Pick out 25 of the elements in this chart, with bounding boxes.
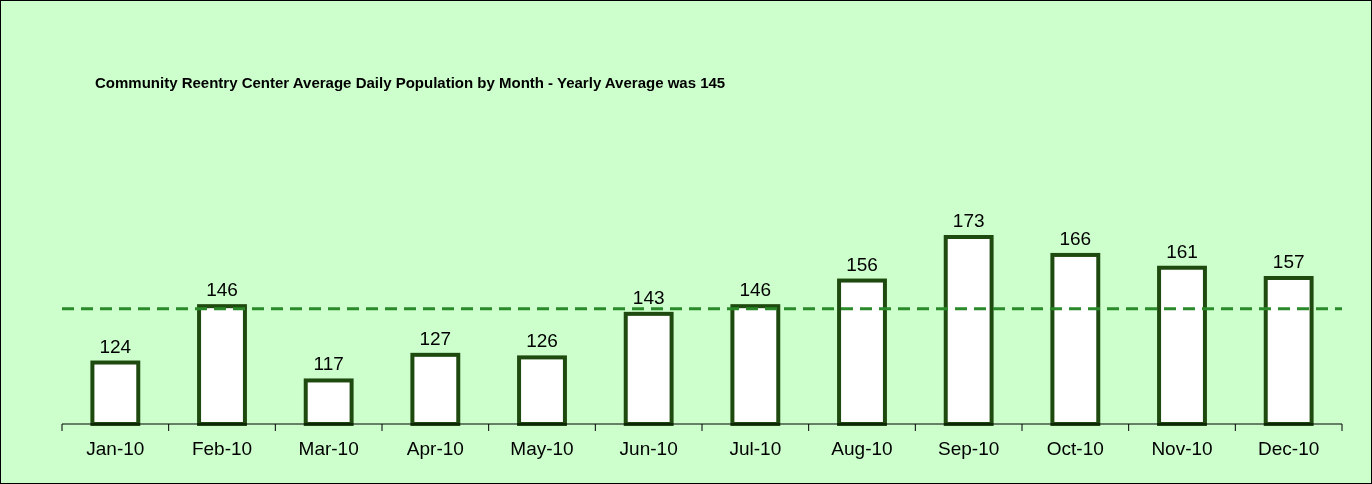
x-tick-label: Dec-10	[1258, 438, 1320, 459]
x-tick-label: Mar-10	[298, 438, 359, 459]
chart-title: Community Reentry Center Average Daily Population by Month - Yearly Average was 145	[95, 74, 726, 91]
data-label: 166	[1059, 227, 1092, 249]
data-label: 143	[632, 286, 665, 308]
x-tick-label: Sep-10	[938, 438, 1000, 459]
data-label: 126	[526, 330, 558, 352]
x-tick-label: Nov-10	[1151, 438, 1213, 459]
data-label: 156	[846, 253, 878, 275]
data-label: 117	[313, 353, 344, 375]
data-label: 127	[419, 327, 452, 349]
data-label: 124	[99, 335, 132, 357]
data-label: 161	[1166, 240, 1198, 262]
x-tick-label: Jul-10	[729, 438, 782, 459]
x-tick-label: Apr-10	[406, 438, 464, 459]
x-tick-label: Oct-10	[1046, 438, 1104, 459]
data-label: 146	[206, 279, 238, 301]
x-tick-label: Feb-10	[191, 438, 253, 459]
x-tick-label: May-10	[510, 438, 574, 459]
x-tick-label: Jan-10	[86, 438, 145, 459]
x-tick-label: Jun-10	[619, 438, 678, 459]
data-label: 173	[952, 210, 985, 231]
x-tick-label: Aug-10	[831, 438, 893, 459]
data-label: 146	[739, 279, 772, 301]
data-label: 157	[1272, 250, 1305, 272]
